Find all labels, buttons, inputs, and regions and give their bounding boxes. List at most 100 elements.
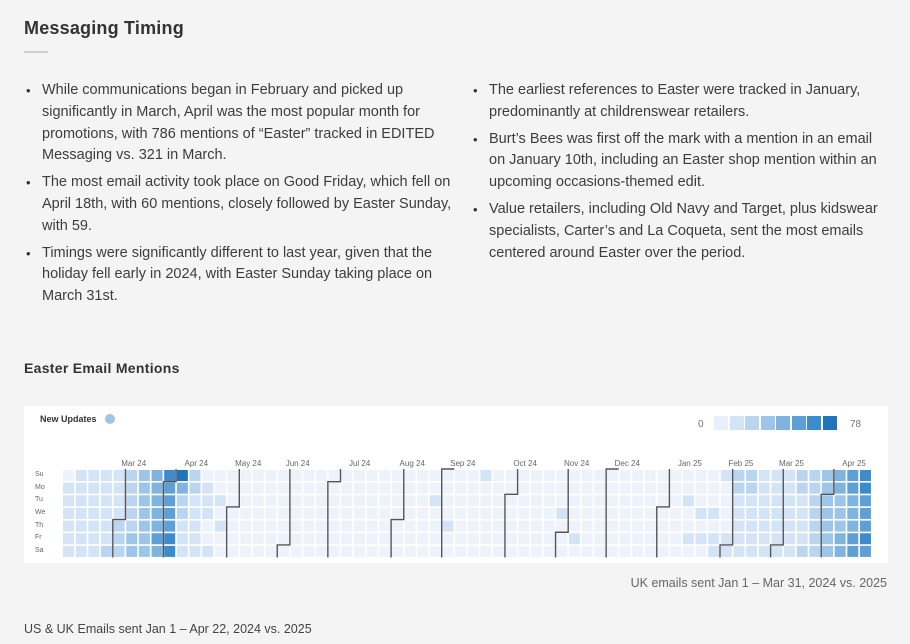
- heatmap-cell: [543, 545, 555, 557]
- heatmap-cell: [847, 507, 859, 519]
- heatmap-cell: [657, 520, 669, 532]
- heatmap-cell: [493, 533, 505, 545]
- heatmap-cell: [594, 495, 606, 507]
- heatmap-cell: [556, 507, 568, 519]
- heatmap-cell: [720, 520, 732, 532]
- heatmap-cell: [366, 545, 378, 557]
- heatmap-cell: [240, 507, 252, 519]
- month-label: Nov 24: [564, 459, 590, 468]
- heatmap-cell: [328, 470, 340, 481]
- heatmap-cell: [834, 520, 846, 532]
- month-boundary-line: [656, 469, 671, 558]
- heatmap-cell: [556, 495, 568, 507]
- heatmap-cell: [252, 520, 264, 532]
- heatmap-cell: [859, 533, 871, 545]
- heatmap-cell: [265, 482, 277, 494]
- heatmap-cell: [569, 507, 580, 519]
- heatmap-cell: [404, 545, 416, 557]
- heatmap-cell: [480, 533, 492, 545]
- heatmap-cell: [733, 470, 745, 481]
- heatmap-cell: [569, 520, 580, 532]
- heatmap-cell: [202, 482, 214, 494]
- heatmap-cell: [467, 482, 479, 494]
- month-label: Sep 24: [450, 459, 476, 468]
- heatmap-cell: [581, 545, 593, 557]
- heatmap-cell: [581, 495, 593, 507]
- heatmap-cell: [88, 520, 100, 532]
- heatmap-cell: [784, 470, 796, 481]
- month-boundary-line: [276, 469, 291, 558]
- heatmap-cell: [594, 545, 606, 557]
- heatmap-cell: [746, 507, 758, 519]
- heatmap-cell: [252, 482, 264, 494]
- heatmap-cell: [151, 545, 163, 557]
- heatmap-cell: [214, 520, 226, 532]
- month-label: Mar 25: [779, 459, 804, 468]
- heatmap-cell: [632, 507, 644, 519]
- heatmap-cell: [100, 545, 112, 557]
- heatmap-cell: [214, 545, 226, 557]
- heatmap-cell: [265, 495, 277, 507]
- heatmap-cell: [606, 495, 618, 507]
- heatmap-cell: [63, 482, 74, 494]
- month-boundary-line: [719, 469, 734, 558]
- heatmap-cell: [151, 470, 163, 481]
- heatmap-cell: [746, 520, 758, 532]
- heatmap-cell: [379, 495, 391, 507]
- heatmap-cell: [455, 482, 467, 494]
- month-boundary-line: [769, 469, 784, 558]
- heatmap-cell: [126, 520, 138, 532]
- heatmap-cell: [303, 470, 315, 481]
- heatmap-cell: [404, 495, 416, 507]
- heatmap-cell: [164, 545, 176, 557]
- heatmap-cell: [164, 520, 176, 532]
- heatmap-cell: [670, 507, 682, 519]
- scale-swatch: [745, 416, 759, 430]
- heatmap-cell: [720, 470, 732, 481]
- heatmap-cell: [822, 545, 833, 557]
- heatmap-cell: [75, 482, 87, 494]
- heatmap-cell: [758, 520, 770, 532]
- heatmap-cell: [847, 545, 859, 557]
- heatmap-cell: [404, 470, 416, 481]
- heatmap-cell: [202, 507, 214, 519]
- heatmap-cell: [189, 545, 201, 557]
- heatmap-cell: [505, 495, 517, 507]
- heatmap-cell: [682, 470, 694, 481]
- left-column: While communications began in February a…: [24, 80, 454, 313]
- heatmap-cell: [404, 482, 416, 494]
- heatmap-cell: [746, 470, 758, 481]
- heatmap-cell: [113, 482, 125, 494]
- heatmap-cell: [784, 507, 796, 519]
- heatmap-cell: [417, 495, 429, 507]
- heatmap-cell: [138, 533, 150, 545]
- heatmap-cell: [682, 545, 694, 557]
- heatmap-cell: [594, 482, 606, 494]
- heatmap-cell: [240, 545, 252, 557]
- heatmap-cell: [176, 533, 188, 545]
- heatmap-cell: [518, 507, 530, 519]
- heatmap-cell: [809, 470, 821, 481]
- heatmap-cell: [404, 533, 416, 545]
- heatmap-cell: [353, 470, 365, 481]
- heatmap-cell: [63, 470, 74, 481]
- heatmap-cell: [341, 482, 353, 494]
- heatmap-cell: [417, 482, 429, 494]
- heatmap-cell: [290, 482, 302, 494]
- heatmap-cell: [771, 470, 783, 481]
- heatmap-cell: [531, 533, 543, 545]
- heatmap-cell: [493, 545, 505, 557]
- month-boundary-line: [225, 469, 241, 558]
- heatmap-cell: [252, 545, 264, 557]
- heatmap-cell: [290, 545, 302, 557]
- page-title: Messaging Timing: [24, 18, 184, 38]
- heatmap-cell: [708, 507, 720, 519]
- heatmap-cell: [75, 520, 87, 532]
- heatmap-cell: [265, 507, 277, 519]
- heatmap-cell: [670, 533, 682, 545]
- heatmap-cell: [695, 482, 707, 494]
- heatmap-cell: [214, 533, 226, 545]
- heatmap-cell: [809, 545, 821, 557]
- heatmap-cell: [733, 545, 745, 557]
- heatmap-cell: [720, 495, 732, 507]
